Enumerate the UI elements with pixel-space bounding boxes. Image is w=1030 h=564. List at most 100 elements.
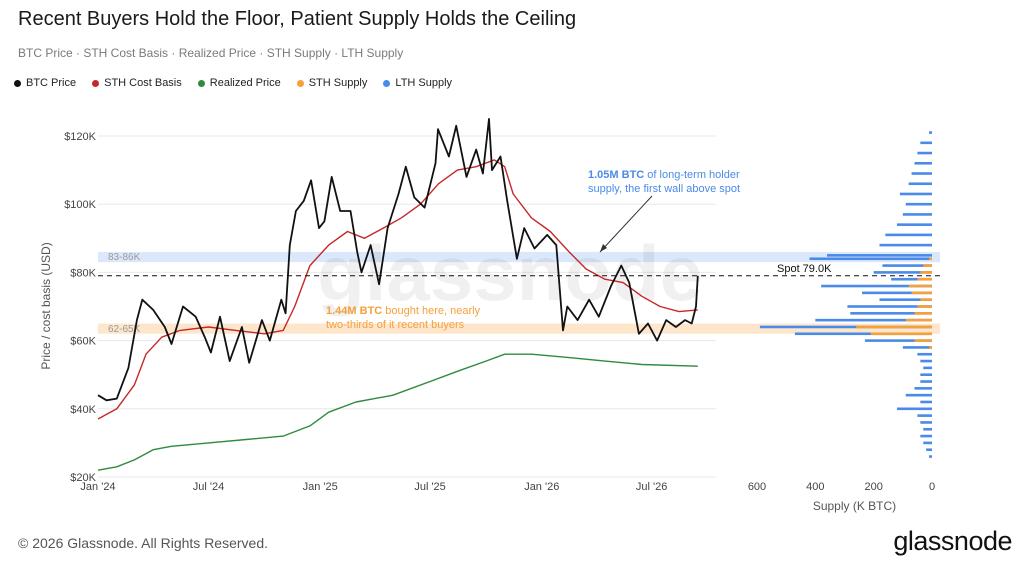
supply-tick-label: 200 [864,481,882,493]
lth-supply-bar [914,387,932,390]
lth-supply-bar [815,318,932,322]
lth-supply-bar [905,393,932,397]
y-tick-label: $100K [64,199,96,211]
lth-supply-bar [879,243,932,247]
sth-supply-bar [914,339,932,342]
lth-supply-bar [882,264,932,267]
copyright-footer: © 2026 Glassnode. All Rights Reserved. [18,535,269,551]
lth-supply-bar [821,284,932,288]
sth-supply-bar [905,318,932,322]
x-tick-label: Jan '25 [303,481,338,493]
lth-supply-bar [917,151,932,155]
lth-supply-bar [885,233,932,237]
annotations: Spot 79.0K 1.05M BTC of long-term holder s… [98,169,940,331]
sth-supply-bar [917,277,932,281]
price-lines [97,118,699,471]
lth-supply-bar [914,161,932,165]
legend-dot [92,79,100,87]
legend-dot [197,79,205,87]
band-rect [98,251,940,263]
grid [98,135,716,478]
y-axis-label: Price / cost basis (USD) [39,242,53,369]
lth-supply-bar [879,298,932,301]
chart-legend: BTC Price STH Cost Basis Realized Price … [14,77,452,89]
legend-label: BTC Price [26,77,77,89]
lth-supply-bar [864,339,932,342]
sth-supply-bar [914,312,932,315]
lth-supply-bar [917,414,932,417]
price-bands: 83-86K 62-65K [98,251,940,335]
watermark: glassnode [317,229,703,317]
lth-supply-bar [920,373,932,376]
y-tick-label: $20K [70,472,96,484]
legend-item-btc-price[interactable]: BTC Price [14,77,76,89]
lth-supply-bar [923,441,932,445]
lth-supply-bar [920,359,932,363]
lth-supply-bar [920,141,932,145]
lth-supply-bar [897,407,932,411]
lth-supply-bar [929,131,932,134]
x-tick-label: Jan '26 [524,481,559,493]
y-tick-label: $120K [64,131,96,143]
annotation-arrow [599,195,653,253]
lth-supply-bar [794,332,932,336]
sth-supply-bar [920,271,932,274]
y-tick-label: $60K [70,336,96,348]
legend-dot [14,79,21,87]
legend-dot [296,79,304,87]
chart-subtitle: BTC Price · STH Cost Basis · Realized Pr… [18,46,404,60]
annotation-arrowhead [600,244,607,252]
band-rect [98,323,940,334]
lth-supply-bar [891,277,932,281]
lth-supply-bar [920,400,932,404]
sth-annotation-highlight: 1.44M BTC [326,305,382,317]
legend-item-sth-cost-basis[interactable]: STH Cost Basis [92,77,182,89]
lth-annotation: 1.05M BTC of long-term holder [588,169,740,181]
spot-label: Spot 79.0K [777,263,832,275]
supply-tick-label: 600 [748,481,766,493]
sth-supply-bar [923,264,932,267]
sth-supply-bar [870,332,932,336]
lth-supply-bar [911,172,932,175]
legend-item-sth-supply[interactable]: STH Supply [296,77,368,89]
lth-supply-bar [905,202,932,206]
lth-supply-bar [920,380,932,383]
legend-label: Realized Price [209,77,281,89]
lth-supply-bar [920,434,932,438]
lth-supply-bar [862,291,932,295]
axes: $20K $40K $60K $80K $100K $120K Jan '24 Jul '24… [39,131,935,513]
sth-supply-bar [917,305,932,308]
sth-supply-bar [856,325,932,329]
lth-supply-bar [873,271,932,274]
lth-supply-bar [759,325,932,329]
supply-axis-label: Supply (K BTC) [813,499,896,513]
legend-item-realized-price[interactable]: Realized Price [197,77,281,89]
lth-supply-bar [847,305,932,308]
brand-logo: glassnode [893,526,1012,556]
lth-supply-bar [923,427,932,431]
lth-annotation-highlight: 1.05M BTC [588,169,644,181]
legend-label: STH Supply [308,77,368,89]
lth-supply-bar [908,182,932,186]
sth-supply-bar [929,257,932,261]
sth-supply-bar [929,346,932,349]
lth-supply-bar [929,455,932,458]
realized-price-line [97,353,698,471]
lth-supply-bar [899,192,932,196]
sth-annotation: 1.44M BTC bought here, nearly [326,305,481,317]
lth-supply-bar [850,312,932,315]
lth-supply-bar [827,254,932,257]
sth-supply-bar [920,298,932,301]
lth-supply-bar [902,346,932,349]
legend-dot [383,79,391,87]
lth-supply-bar [809,257,932,261]
lth-annotation-line2: supply, the first wall above spot [588,183,740,195]
band-label: 83-86K [108,252,141,263]
legend-item-lth-supply[interactable]: LTH Supply [383,77,452,89]
lth-supply-bar [917,352,932,356]
sth-cost-basis-line [97,159,698,420]
lth-supply-bar [920,421,932,424]
chart-title: Recent Buyers Hold the Floor, Patient Su… [18,8,577,30]
x-tick-label: Jul '24 [193,481,224,493]
